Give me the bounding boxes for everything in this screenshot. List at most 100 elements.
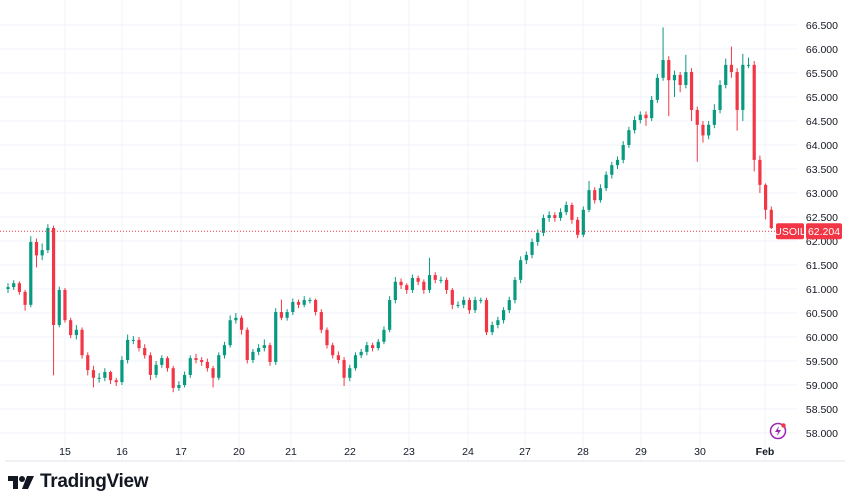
candle-body [718,85,722,110]
candlestick-chart[interactable]: 58.000 58.500 59.000 59.500 60.000 60.500 61.0… [0,0,852,470]
candle [621,141,625,164]
y-tick-label: 66.500 [806,20,838,32]
candle [194,353,198,364]
candle [182,371,187,388]
candle [331,342,335,359]
candle [177,381,181,391]
candle-body [245,329,249,361]
candle-body [741,64,745,110]
candle [131,336,135,345]
candle [724,58,728,89]
candle [558,208,563,221]
candle [6,283,10,293]
candle-body [274,312,278,362]
candle [285,309,289,321]
candle-body [74,329,78,336]
tradingview-logo[interactable]: TradingView [8,471,149,493]
candle-body [211,368,215,378]
candle [388,296,392,333]
candle [359,349,363,359]
candle [581,206,585,238]
candle-body [103,372,107,378]
candle-body [336,355,340,361]
candle-body [735,72,739,110]
candle-body [610,165,614,175]
candle [735,68,739,131]
candle [524,251,528,265]
candle [325,327,329,349]
candle [752,61,756,172]
candle [570,202,574,224]
candle [445,277,449,294]
y-tick-label: 59.000 [806,380,838,392]
lightning-icon[interactable] [769,422,787,440]
candle [541,214,546,237]
x-tick-label: 24 [462,446,474,458]
candle-body [638,114,642,121]
last-price-label: 62.204 [808,226,840,238]
x-tick-label: 17 [175,446,187,458]
candle-body [137,339,141,349]
candle-body [405,285,409,290]
candle-body [672,74,677,81]
candle-body [427,275,432,290]
candle-body [46,228,50,251]
candle-body [370,345,375,349]
y-tick-label: 63.500 [806,164,838,176]
candle-body [63,289,67,321]
candle [701,121,705,143]
candle-body [6,287,10,289]
candle-body [131,339,135,341]
y-tick-label: 62.500 [806,212,838,224]
candle-body [86,355,90,371]
candle-body [490,325,494,333]
candle [462,296,466,309]
candle [627,126,631,148]
candle-body [228,320,232,346]
candle-body [410,277,415,290]
candle-body [188,358,192,375]
candle-body [678,74,682,85]
candle-body [120,360,124,383]
candle [46,224,50,253]
candle [308,297,312,304]
candle [251,349,255,363]
candle [314,298,318,316]
candle [405,283,409,294]
candle-body [439,279,443,281]
candle [302,296,306,308]
candle-body [126,339,130,361]
candle [217,352,221,381]
price-axis[interactable]: 58.000 58.500 59.000 59.500 60.000 60.500 61.0… [806,20,838,440]
candle [40,243,44,261]
candle-body [615,159,620,166]
candle [29,236,33,308]
candle-body [308,300,312,302]
x-tick-label: 30 [694,446,706,458]
candle [296,299,301,309]
y-tick-label: 58.500 [806,404,838,416]
y-tick-label: 65.500 [806,68,838,80]
candle [712,104,716,129]
candle [188,355,192,378]
candle [422,279,426,294]
candle [393,277,397,304]
candle-body [724,64,728,85]
candle-body [222,345,227,356]
candle [108,370,113,385]
x-tick-label: 20 [233,446,245,458]
candle [205,358,209,372]
candle-body [593,190,597,201]
x-tick-label: 23 [403,446,415,458]
candle-body [234,317,238,321]
candle [530,238,534,259]
candle-body [325,329,329,346]
candle-body [382,329,386,342]
candle-body [296,301,301,305]
candle [399,278,403,289]
candle [171,365,175,393]
candle-body [450,289,454,305]
candle [764,183,768,220]
time-axis[interactable]: 15 16 17 20 21 22 23 24 27 28 29 30 Feb [59,446,774,458]
candle-body [769,209,773,229]
